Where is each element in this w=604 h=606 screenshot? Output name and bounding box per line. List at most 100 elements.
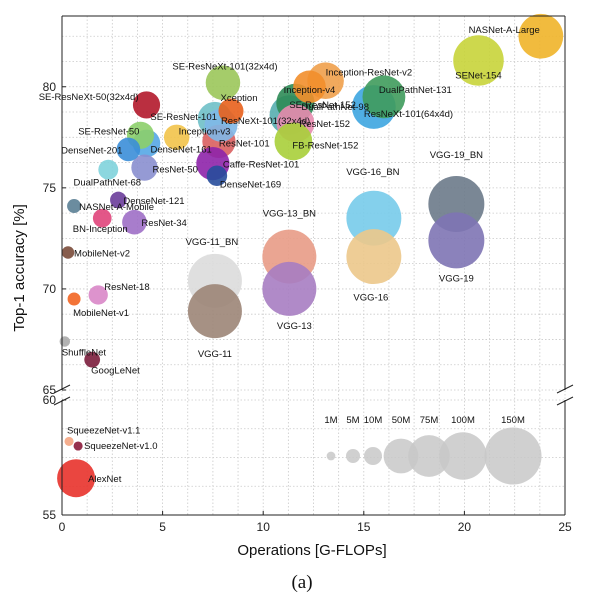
point-label: ResNet-50: [152, 165, 197, 176]
point-label: BN-Inception: [73, 224, 128, 235]
size-legend-bubble: [326, 451, 336, 461]
size-legend-label: 50M: [392, 415, 411, 426]
point-label: DualPathNet-98: [301, 102, 369, 113]
size-legend-bubble: [484, 427, 542, 485]
point-label: SE-ResNet-50: [78, 126, 139, 137]
point-label: VGG-13: [277, 321, 312, 332]
point-label: MobileNet-v1: [73, 308, 129, 319]
bubble-squeezenet-v1-1: [64, 436, 74, 446]
size-legend-label: 10M: [364, 415, 383, 426]
point-label: Inception-ResNet-v2: [326, 68, 413, 79]
bubble-densenet-121: [110, 191, 127, 209]
bubble-squeezenet-v1-0: [73, 441, 83, 451]
bubble-senet-154: [453, 35, 504, 86]
point-label: DualPathNet-68: [73, 178, 141, 189]
y-tick-label: 75: [43, 181, 57, 195]
bubble-dualpathnet-131: [362, 75, 406, 119]
size-legend-label: 75M: [420, 415, 439, 426]
bubble-bn-inception: [92, 208, 112, 228]
point-label: ShuffleNet: [62, 347, 107, 358]
bubble-se-resnext-101-32x4d-: [205, 65, 241, 100]
point-label: DenseNet-121: [123, 196, 184, 207]
axis-break-mark: [53, 396, 71, 406]
bubble-mobilenet-v2: [61, 246, 75, 259]
x-tick-label: 5: [159, 520, 166, 534]
point-label: ResNet-34: [141, 218, 186, 229]
x-tick-label: 25: [558, 520, 572, 534]
point-label: VGG-16_BN: [346, 167, 399, 178]
point-label: ResNet-18: [104, 282, 149, 293]
bubble-xception: [218, 98, 244, 124]
bubble-inception-v4: [293, 70, 326, 104]
bubble-nasnet-a-mobile: [67, 199, 82, 214]
point-label: NASNet-A-Mobile: [79, 202, 154, 213]
point-label: ResNeXt-101(64x4d): [364, 109, 453, 120]
size-legend: 1M 5M 10M 50M 75M 100M 150M: [324, 415, 542, 485]
bubble-alexnet: [57, 459, 96, 498]
bubble-vgg-16-bn: [346, 190, 402, 246]
bubble-fb-resnet-152: [274, 122, 313, 161]
bubble-vgg-13: [262, 261, 317, 316]
point-label: ResNeXt-101(32x4d): [221, 116, 310, 127]
point-label: NASNet-A-Large: [469, 25, 540, 36]
point-label: MobileNet-v2: [74, 249, 130, 260]
bubble-shufflenet: [59, 336, 71, 347]
point-label: DenseNet-161: [151, 144, 212, 155]
point-label: DenseNet-201: [61, 145, 122, 156]
axis-break-mark: [556, 384, 574, 394]
axes: 0 5 10 15 20 25 65 70 75 80 55 60: [43, 15, 574, 534]
point-label: GoogLeNet: [91, 366, 140, 377]
x-tick-label: 20: [458, 520, 472, 534]
bubbles: [57, 13, 564, 498]
point-label: DenseNet-169: [220, 180, 281, 191]
point-label: AlexNet: [88, 474, 122, 485]
x-tick-label: 0: [59, 520, 66, 534]
point-label: SE-ResNet-152: [289, 100, 356, 111]
point-label: SE-ResNeXt-101(32x4d): [172, 62, 277, 73]
bubble-densenet-201: [116, 137, 141, 162]
point-label: Xception: [221, 93, 258, 104]
point-label: SE-ResNet-101: [150, 112, 217, 123]
size-legend-bubble: [383, 438, 419, 474]
point-labels: NASNet-A-Large SENet-154 SE-ResNeXt-101(32…: [39, 25, 540, 485]
bubble-resnet-34: [122, 209, 147, 235]
bubble-nasnet-a-large: [518, 13, 564, 59]
point-label: FB-ResNet-152: [292, 140, 358, 151]
point-label: DualPathNet-131: [379, 85, 452, 96]
size-legend-label: 1M: [324, 415, 337, 426]
point-label: Inception-v3: [179, 126, 231, 137]
x-axis-title: Operations [G-FLOPs]: [237, 542, 386, 559]
size-legend-bubble: [345, 448, 361, 464]
bubble-googlenet: [84, 351, 101, 368]
bubble-mobilenet-v1: [67, 292, 81, 306]
size-legend-bubble: [408, 435, 450, 477]
y-tick-label: 60: [43, 393, 57, 407]
point-label: SE-ResNeXt-50(32x4d): [39, 92, 139, 103]
bubble-dualpathnet-68: [98, 159, 119, 180]
point-label: SqueezeNet-v1.1: [67, 425, 140, 436]
size-legend-label: 5M: [346, 415, 359, 426]
point-label: SqueezeNet-v1.0: [84, 441, 157, 452]
size-legend-bubble: [439, 432, 487, 480]
y-tick-label: 70: [43, 282, 57, 296]
point-label: VGG-19_BN: [430, 150, 483, 161]
size-legend-bubble: [364, 447, 382, 465]
y-tick-label: 55: [43, 508, 57, 522]
bubble-resnet-50: [131, 154, 158, 181]
bubble-vgg-19: [428, 212, 485, 269]
point-label: VGG-13_BN: [263, 209, 316, 220]
point-label: ResNet-152: [299, 119, 350, 130]
point-label: SENet-154: [455, 70, 501, 81]
axis-break-mark: [556, 396, 574, 406]
point-label: Inception-v4: [284, 85, 336, 96]
bubble-inception-v3: [163, 124, 190, 151]
bubble-vgg-11: [187, 284, 242, 339]
point-label: Caffe-ResNet-101: [223, 160, 299, 171]
size-legend-label: 100M: [451, 415, 475, 426]
size-legend-label: 150M: [501, 415, 525, 426]
bubble-vgg-16: [346, 229, 402, 285]
bubble-se-resnext-50-32x4d-: [132, 91, 161, 119]
y-tick-label: 80: [43, 80, 57, 94]
bubble-densenet-169: [206, 165, 228, 186]
